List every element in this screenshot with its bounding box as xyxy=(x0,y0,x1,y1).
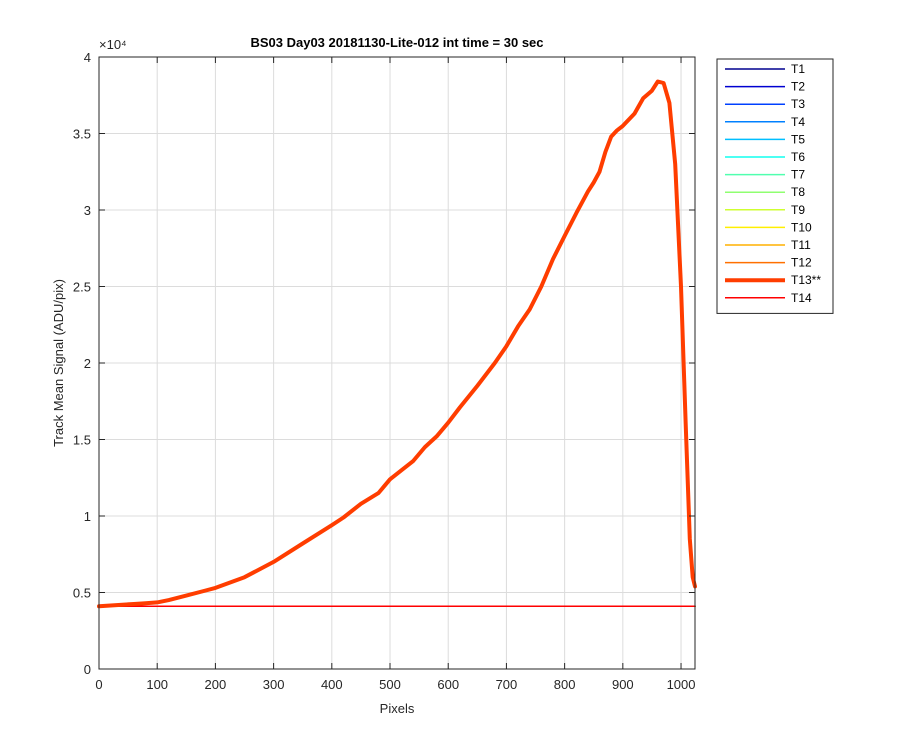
legend-items: T1 T2 T3 T4 T5 T6 T7 T8 T9 T10 T11 T12 T13** T14 xyxy=(725,62,821,305)
legend-label: T4 xyxy=(791,115,805,129)
y-tick-label: 1 xyxy=(84,509,91,524)
x-tick-label: 900 xyxy=(612,677,634,692)
legend-label: T9 xyxy=(791,203,805,217)
y-axis-label: Track Mean Signal (ADU/pix) xyxy=(51,279,66,447)
series-line-t13 xyxy=(97,79,697,609)
x-tick-label: 0 xyxy=(95,677,102,692)
y-tick-label: 0.5 xyxy=(73,586,91,601)
y-tick-label: 3 xyxy=(84,203,91,218)
series-group xyxy=(97,79,697,609)
legend-label: T3 xyxy=(791,97,805,111)
y-tick-label: 3.5 xyxy=(73,127,91,142)
y-tick-label: 1.5 xyxy=(73,433,91,448)
tick-labels: 0 100 200 300 400 500 600 700 800 900 1000 0 0.5 1 1.5… xyxy=(73,50,696,692)
ticks xyxy=(98,56,695,670)
legend[interactable]: T1 T2 T3 T4 T5 T6 T7 T8 T9 T10 T11 T12 T13** T14 xyxy=(716,58,834,314)
legend-box xyxy=(716,58,834,314)
legend-label: T7 xyxy=(791,168,805,182)
x-tick-label: 700 xyxy=(496,677,518,692)
legend-label: T8 xyxy=(791,185,805,199)
legend-label: T14 xyxy=(791,291,812,305)
legend-label: T2 xyxy=(791,80,805,94)
x-tick-label: 600 xyxy=(437,677,459,692)
y-tick-label: 0 xyxy=(84,662,91,677)
y-axis-exponent: ×10⁴ xyxy=(99,37,127,52)
legend-label: T12 xyxy=(791,256,812,270)
y-tick-label: 2.5 xyxy=(73,280,91,295)
legend-label: T1 xyxy=(791,62,805,76)
chart-title: BS03 Day03 20181130-Lite-012 int time = … xyxy=(250,35,543,50)
y-tick-label: 2 xyxy=(84,356,91,371)
legend-label: T6 xyxy=(791,150,805,164)
grid xyxy=(99,57,695,669)
x-axis-label: Pixels xyxy=(380,701,415,716)
x-tick-label: 300 xyxy=(263,677,285,692)
legend-label: T5 xyxy=(791,132,805,146)
x-tick-label: 200 xyxy=(205,677,227,692)
x-tick-label: 100 xyxy=(146,677,168,692)
x-tick-label: 1000 xyxy=(667,677,696,692)
x-tick-label: 400 xyxy=(321,677,343,692)
legend-label: T11 xyxy=(791,238,811,252)
y-tick-label: 4 xyxy=(84,50,91,65)
legend-label: T13** xyxy=(791,273,821,287)
x-tick-label: 500 xyxy=(379,677,401,692)
x-tick-label: 800 xyxy=(554,677,576,692)
legend-label: T10 xyxy=(791,220,812,234)
